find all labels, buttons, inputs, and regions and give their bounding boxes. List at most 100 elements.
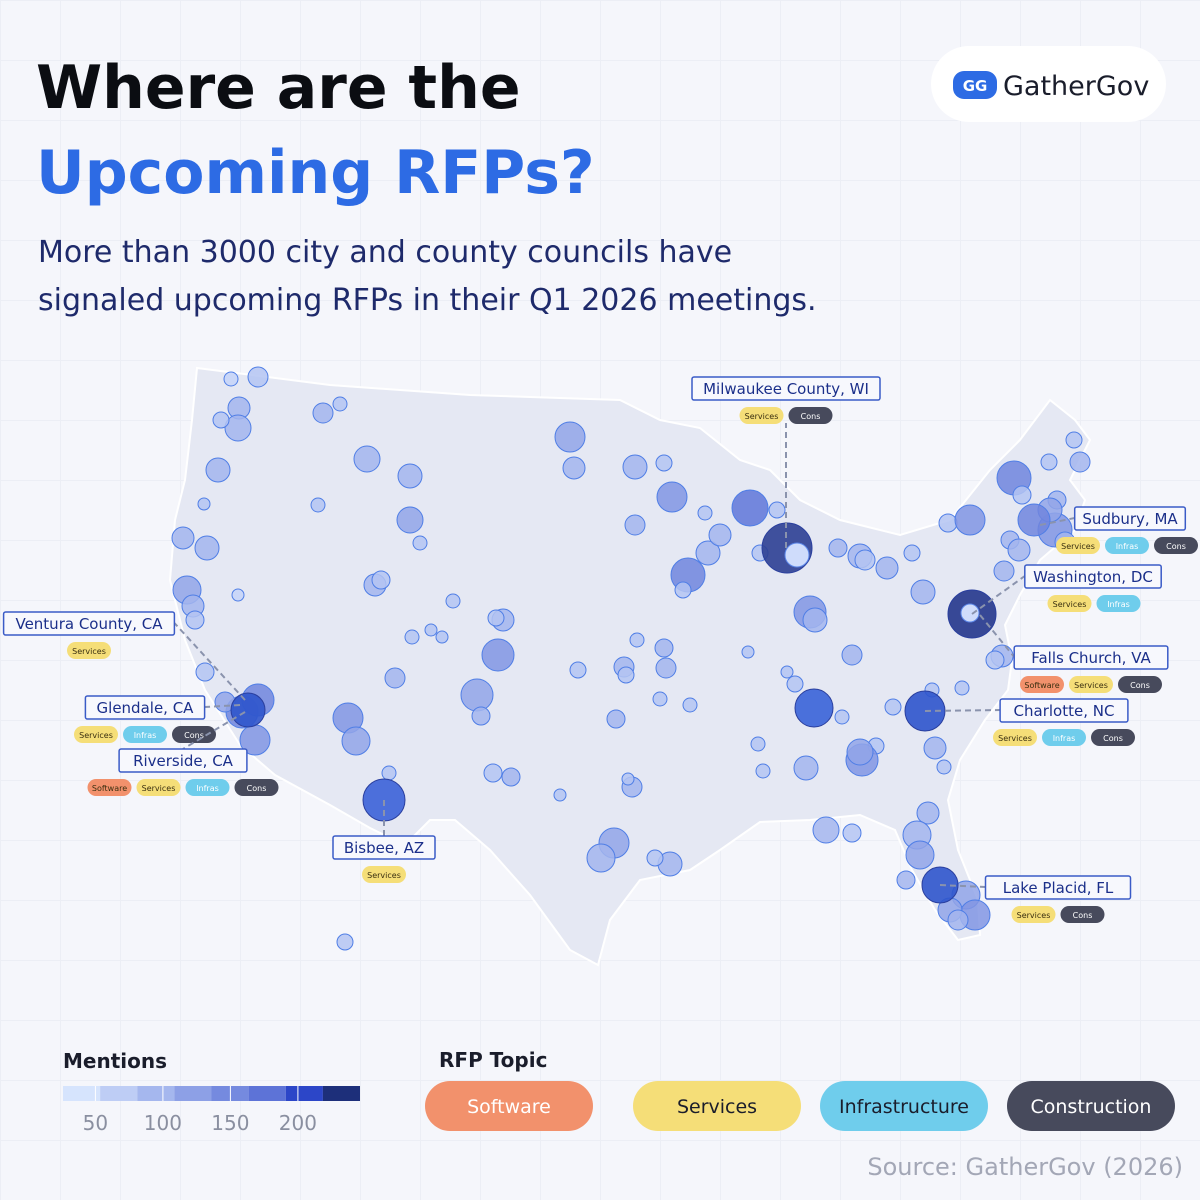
tag-label: Services (142, 784, 176, 793)
map-bubble (841, 644, 863, 666)
map-bubble (1069, 451, 1091, 473)
tag-pill (67, 642, 111, 659)
tag-pill (172, 726, 216, 743)
tag-label: Cons (247, 784, 267, 793)
map-bubble (629, 632, 645, 648)
logo-badge (931, 46, 1166, 122)
callout-box (84, 695, 206, 720)
colorbar-segment (63, 1086, 101, 1101)
connector (979, 614, 1015, 658)
tag-pill (1105, 537, 1149, 554)
topic-pill (425, 1081, 593, 1131)
map-bubble (622, 454, 648, 480)
tag-label: Software (92, 784, 127, 793)
tag-label: Services (72, 647, 106, 656)
tag-label: Software (1024, 681, 1059, 690)
map-bubble (624, 514, 646, 536)
tag-pill (234, 779, 279, 796)
map-bubble (884, 698, 902, 716)
map-bubble (1065, 431, 1083, 449)
map-bubble (212, 411, 230, 429)
tag-pill (739, 407, 784, 424)
map-bubble (501, 767, 521, 787)
map-bubble (231, 588, 245, 602)
tag-pill (1154, 537, 1198, 554)
map-bubble (586, 843, 616, 873)
map-bubble (947, 909, 969, 931)
tag-pill (1091, 729, 1135, 746)
map-bubble (384, 667, 406, 689)
map-bubble (936, 759, 952, 775)
callout-box (984, 875, 1132, 900)
tag-pill (1047, 595, 1092, 612)
map-bubble (606, 709, 626, 729)
subtitle-line: More than 3000 city and county councils … (38, 235, 732, 270)
tag-pill (993, 729, 1037, 746)
logo-text: GatherGov (1003, 71, 1149, 102)
tag-label: Services (1053, 600, 1087, 609)
map-bubble (954, 504, 986, 536)
logo: GG GatherGov (931, 46, 1166, 122)
callout-label: Milwaukee County, WI (703, 380, 869, 398)
map-bubble (655, 454, 673, 472)
map-bubble (341, 726, 371, 756)
colorbar-tick-label: 200 (279, 1111, 317, 1135)
map-bubble (195, 662, 215, 682)
tag-label: Infras (1107, 600, 1130, 609)
map-bubble (834, 709, 850, 725)
callout-label: Washington, DC (1033, 568, 1153, 586)
map-bubble (916, 801, 940, 825)
map-bubble (750, 736, 766, 752)
map-bubble (954, 680, 970, 696)
topic-label: Services (677, 1096, 757, 1118)
map-bubble (460, 678, 494, 712)
title-line-2: Upcoming RFPs? (36, 138, 595, 208)
map-bubble (905, 840, 935, 870)
map-bubble (896, 870, 916, 890)
map-bubble (483, 763, 503, 783)
topic-label: Software (467, 1096, 551, 1118)
topic-label: Infrastructure (839, 1096, 969, 1118)
legend-title: RFP Topic (439, 1048, 547, 1072)
tag-pill (87, 779, 132, 796)
map-bubble (1040, 453, 1058, 471)
callout-box (999, 698, 1129, 723)
map-bubble (445, 593, 461, 609)
tag-label: Services (79, 731, 113, 740)
callout-label: Ventura County, CA (15, 615, 163, 633)
logo-icon-mark: GG (963, 77, 988, 95)
map-bubble (812, 816, 840, 844)
callout-box (1073, 506, 1187, 531)
connector (971, 575, 1026, 615)
callout-label: Sudbury, MA (1082, 510, 1178, 528)
title-line-1: Where are the (36, 53, 521, 123)
map-bubble (223, 371, 239, 387)
map-bubble (910, 579, 936, 605)
tag-pill (1118, 676, 1162, 693)
map-bubble (741, 645, 755, 659)
map-bubble (695, 540, 721, 566)
tag-pill (1056, 537, 1100, 554)
tag-label: Services (998, 734, 1032, 743)
map-bubble (656, 481, 688, 513)
tag-label: Services (745, 412, 779, 421)
map-bubble (1012, 485, 1032, 505)
callout-label: Falls Church, VA (1031, 649, 1151, 667)
callout-box (2, 611, 176, 636)
map-bubble (842, 823, 862, 843)
map-bubble (197, 497, 211, 511)
map-bubble (655, 657, 677, 679)
callout-box (1013, 645, 1169, 670)
source: Source: GatherGov (2026) (867, 1153, 1183, 1181)
map-bubble (194, 535, 220, 561)
tag-pill (1020, 676, 1064, 693)
tag-pill (788, 407, 833, 424)
map-bubble (471, 706, 491, 726)
tag-pill (1069, 676, 1113, 693)
tag-pill (362, 866, 406, 883)
colorbar-segment (174, 1086, 212, 1101)
subtitle-line: signaled upcoming RFPs in their Q1 2026 … (38, 283, 817, 318)
map-bubble (960, 603, 980, 623)
callout-box (118, 748, 248, 773)
